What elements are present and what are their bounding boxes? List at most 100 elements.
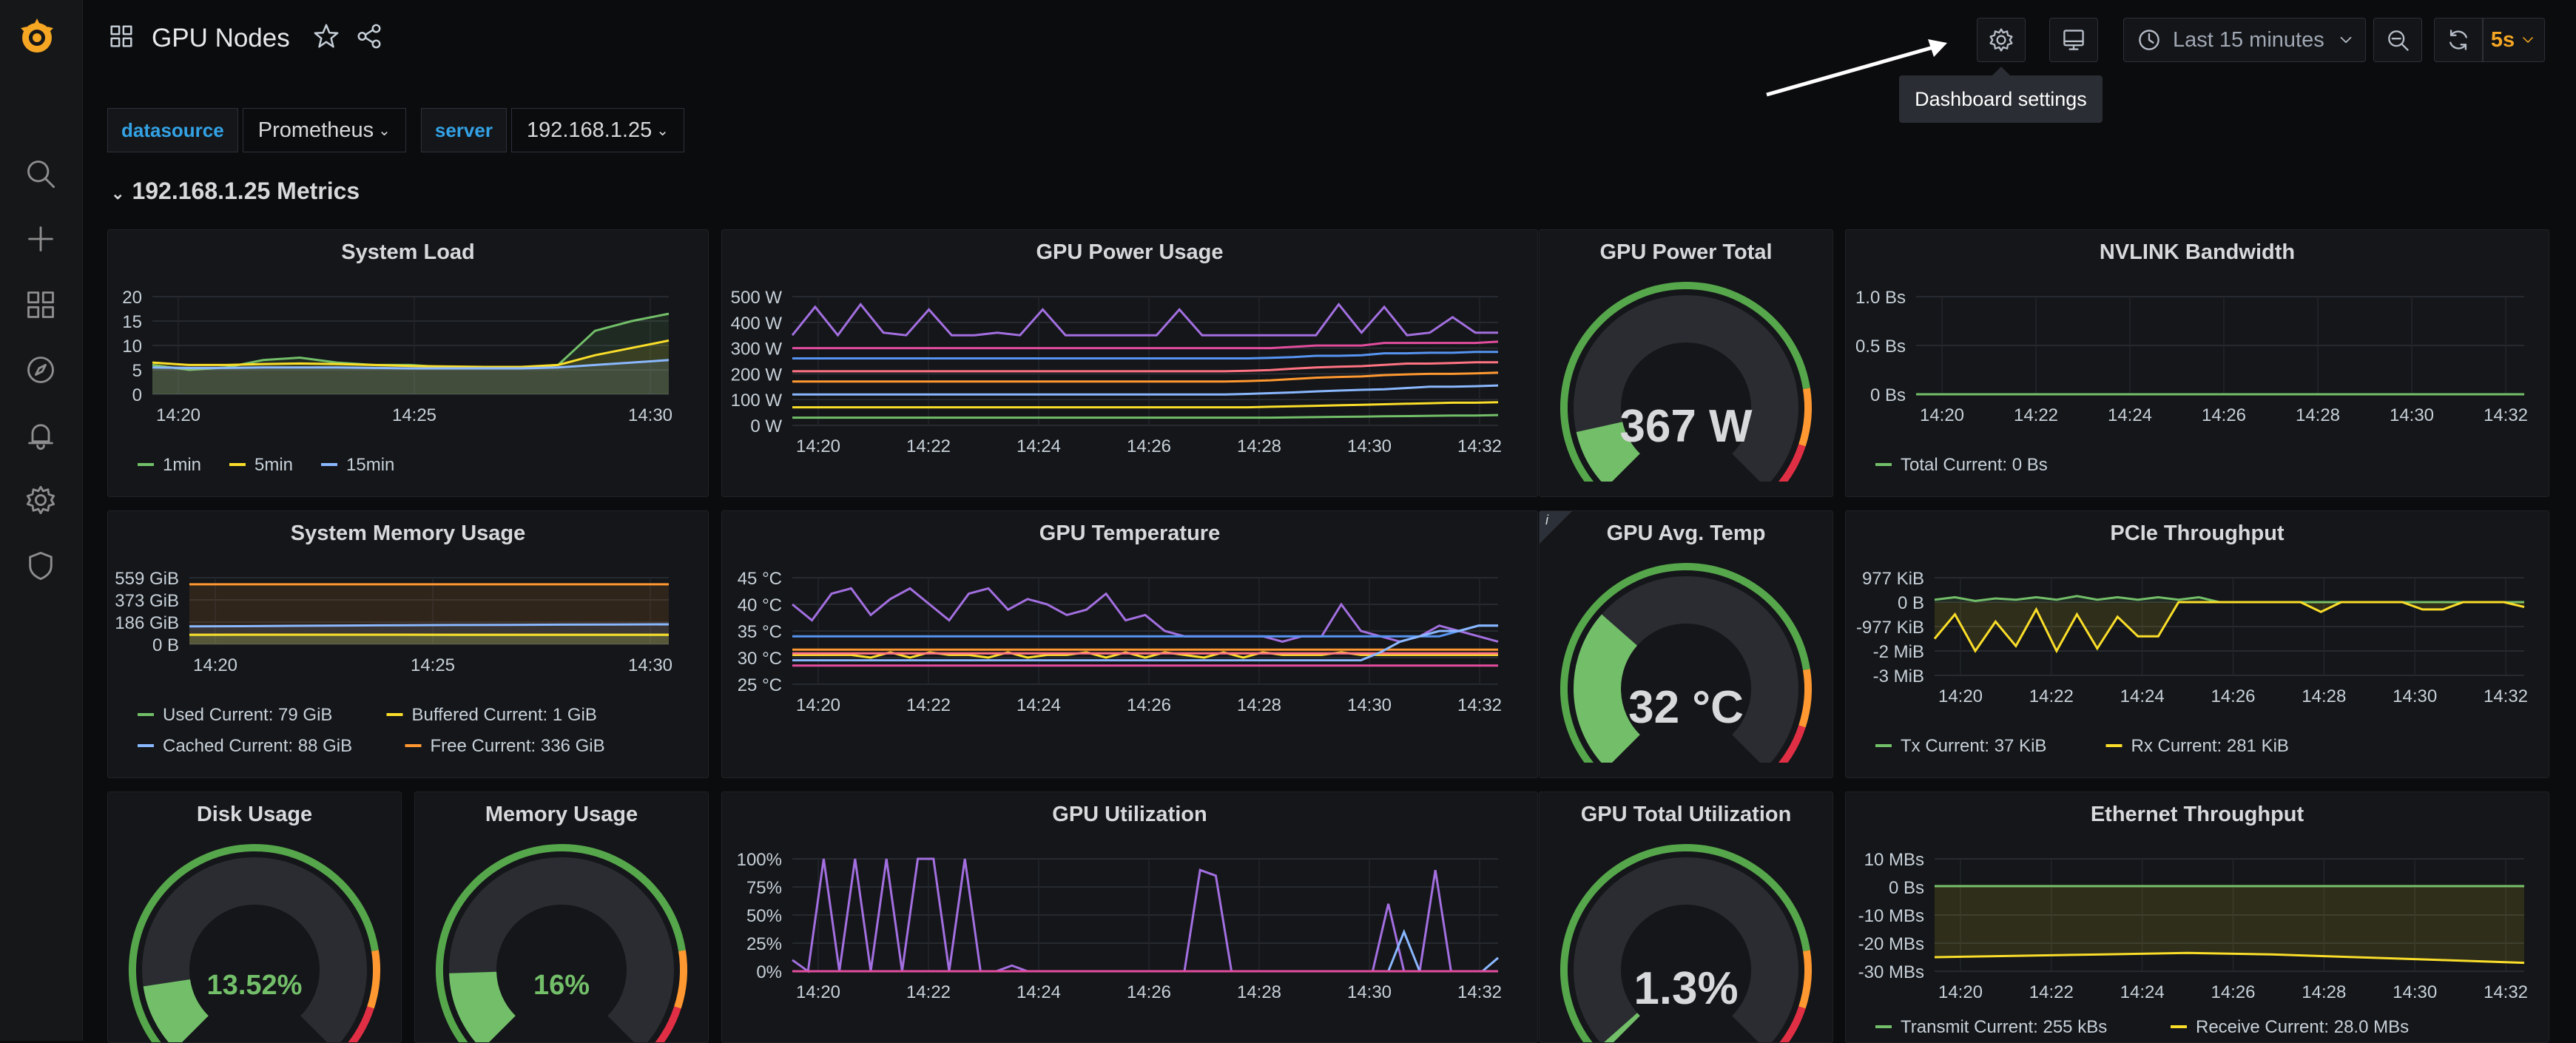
series-line[interactable] <box>792 415 1498 418</box>
panel-disk-usage[interactable]: Disk Usage 13.52% <box>107 791 402 1043</box>
shield-icon[interactable] <box>22 547 59 584</box>
dashboards-icon[interactable] <box>22 286 59 323</box>
legend-item[interactable]: Buffered Current: 1 GiB <box>412 705 597 725</box>
clock-icon <box>2136 27 2162 53</box>
refresh-button[interactable] <box>2434 18 2483 62</box>
grafana-logo-icon[interactable] <box>16 16 58 58</box>
x-tick-label: 14:26 <box>1127 695 1171 715</box>
y-tick-label: 0 B <box>1898 593 1924 613</box>
row-header[interactable]: ⌄192.168.1.25 Metrics <box>111 178 360 205</box>
variable-server-select[interactable]: 192.168.1.25 ⌄ <box>511 108 684 152</box>
series-line[interactable] <box>792 588 1498 641</box>
y-tick-label: 15 <box>122 312 142 332</box>
legend-item[interactable]: Used Current: 79 GiB <box>163 705 332 725</box>
y-tick-label: 500 W <box>731 288 783 308</box>
panel-gpu-total-utilization[interactable]: GPU Total Utilization 1.3% <box>1539 791 1833 1043</box>
x-tick-label: 14:20 <box>796 982 840 1002</box>
x-tick-label: 14:28 <box>1237 695 1281 715</box>
variable-server-value: 192.168.1.25 <box>527 118 652 143</box>
y-tick-label: 977 KiB <box>1862 569 1924 589</box>
x-tick-label: 14:22 <box>906 436 951 456</box>
legend-item[interactable]: Free Current: 336 GiB <box>431 736 605 756</box>
y-tick-label: 400 W <box>731 314 783 334</box>
search-icon[interactable] <box>22 155 59 192</box>
x-tick-label: 14:20 <box>796 436 840 456</box>
variable-datasource-select[interactable]: Prometheus ⌄ <box>243 108 406 152</box>
panel-gpu-power-total[interactable]: GPU Power Total 367 W <box>1539 229 1833 497</box>
y-tick-label: -20 MBs <box>1858 934 1924 954</box>
dashboard-settings-button[interactable] <box>1977 18 2026 62</box>
panel-gpu-avg-temp[interactable]: i GPU Avg. Temp 32 °C <box>1539 510 1833 778</box>
time-range-picker[interactable]: Last 15 minutes <box>2123 18 2366 62</box>
series-line[interactable] <box>792 385 1498 394</box>
y-tick-label: 300 W <box>731 340 783 360</box>
legend: 1min 5min 15min <box>138 455 394 475</box>
explore-icon[interactable] <box>22 351 59 388</box>
y-tick-label: 100 W <box>731 391 783 411</box>
dashboard-settings-tooltip: Dashboard settings <box>1899 75 2103 123</box>
legend-item[interactable]: Receive Current: 28.0 MBs <box>2196 1017 2409 1037</box>
x-tick-label: 14:20 <box>193 655 237 675</box>
legend-item[interactable]: Total Current: 0 Bs <box>1901 455 2048 475</box>
configuration-icon[interactable] <box>22 482 59 519</box>
x-tick-label: 14:26 <box>2211 686 2255 706</box>
x-tick-label: 14:22 <box>906 982 951 1002</box>
dashboard-title[interactable]: GPU Nodes <box>152 24 290 53</box>
star-icon[interactable] <box>312 22 340 54</box>
x-tick-label: 14:32 <box>1457 695 1502 715</box>
legend: Total Current: 0 Bs <box>1875 455 2048 475</box>
y-tick-label: 25 °C <box>738 675 782 695</box>
legend-item[interactable]: 1min <box>163 455 201 475</box>
x-tick-label: 14:24 <box>2120 982 2165 1002</box>
x-tick-label: 14:32 <box>2484 405 2528 425</box>
gauge-value: 32 °C <box>1540 681 1832 734</box>
x-tick-label: 14:32 <box>2484 686 2528 706</box>
y-tick-label: 10 <box>122 337 142 357</box>
alerting-icon[interactable] <box>22 416 59 453</box>
series-line[interactable] <box>792 304 1498 335</box>
chevron-down-icon: ⌄ <box>378 121 391 140</box>
series-line[interactable] <box>792 352 1498 359</box>
panel-memory-usage[interactable]: Memory Usage 16% <box>414 791 709 1043</box>
refresh-interval-picker[interactable]: 5s <box>2483 18 2545 62</box>
plus-icon[interactable] <box>22 220 59 257</box>
gauge <box>415 792 708 1043</box>
series-line[interactable] <box>792 402 1498 408</box>
y-tick-label: 373 GiB <box>115 591 179 611</box>
x-tick-label: 14:30 <box>2393 686 2437 706</box>
x-tick-label: 14:24 <box>2108 405 2152 425</box>
gauge-value: 16% <box>415 970 708 1002</box>
legend-item[interactable]: 15min <box>346 455 394 475</box>
y-tick-label: 100% <box>737 850 782 870</box>
legend-item[interactable]: Transmit Current: 255 kBs <box>1901 1017 2107 1037</box>
legend-item[interactable]: Rx Current: 281 KiB <box>2131 736 2289 756</box>
legend-item[interactable]: 5min <box>254 455 293 475</box>
time-range-label: Last 15 minutes <box>2173 28 2324 53</box>
series-line[interactable] <box>792 362 1498 371</box>
zoom-out-button[interactable] <box>2373 18 2422 62</box>
legend-item[interactable]: Cached Current: 88 GiB <box>163 736 352 756</box>
series-line[interactable] <box>792 342 1498 348</box>
share-icon[interactable] <box>355 22 383 54</box>
series-area <box>189 635 669 644</box>
cycle-view-mode-button[interactable] <box>2049 18 2098 62</box>
legend-item[interactable]: Tx Current: 37 KiB <box>1901 736 2046 756</box>
y-tick-label: 0 Bs <box>1889 878 1924 898</box>
y-tick-label: 200 W <box>731 365 783 385</box>
